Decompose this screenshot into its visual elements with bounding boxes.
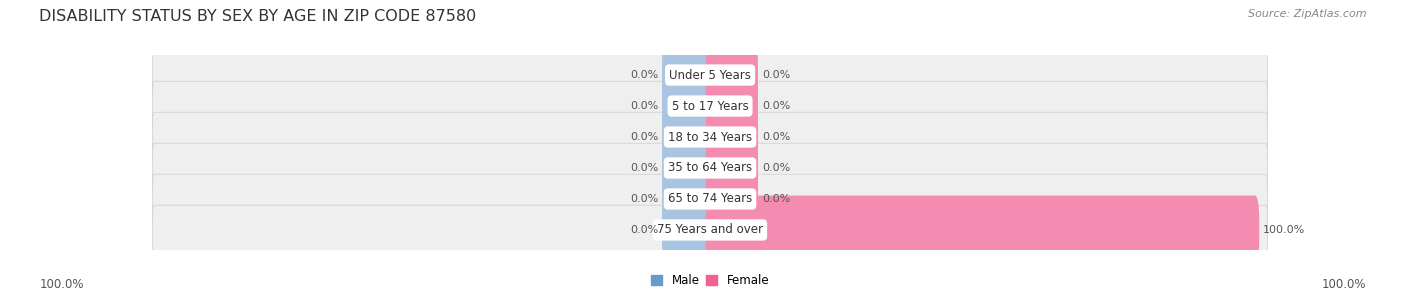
- Text: 0.0%: 0.0%: [630, 225, 658, 235]
- FancyBboxPatch shape: [662, 134, 714, 203]
- FancyBboxPatch shape: [662, 196, 714, 264]
- Text: 0.0%: 0.0%: [762, 132, 790, 142]
- Text: 0.0%: 0.0%: [630, 70, 658, 80]
- FancyBboxPatch shape: [153, 112, 1267, 162]
- FancyBboxPatch shape: [662, 72, 714, 140]
- Text: 0.0%: 0.0%: [762, 101, 790, 111]
- Text: 0.0%: 0.0%: [630, 163, 658, 173]
- Text: 0.0%: 0.0%: [630, 132, 658, 142]
- FancyBboxPatch shape: [706, 196, 1260, 264]
- FancyBboxPatch shape: [706, 134, 758, 203]
- Text: 100.0%: 100.0%: [1322, 278, 1367, 291]
- FancyBboxPatch shape: [706, 72, 758, 140]
- Text: 5 to 17 Years: 5 to 17 Years: [672, 99, 748, 113]
- Text: 75 Years and over: 75 Years and over: [657, 224, 763, 236]
- Text: 0.0%: 0.0%: [762, 70, 790, 80]
- FancyBboxPatch shape: [153, 205, 1267, 255]
- FancyBboxPatch shape: [153, 81, 1267, 131]
- FancyBboxPatch shape: [153, 174, 1267, 224]
- Legend: Male, Female: Male, Female: [651, 274, 769, 287]
- Text: 35 to 64 Years: 35 to 64 Years: [668, 161, 752, 174]
- FancyBboxPatch shape: [706, 41, 758, 109]
- Text: 65 to 74 Years: 65 to 74 Years: [668, 192, 752, 206]
- Text: 100.0%: 100.0%: [1263, 225, 1305, 235]
- Text: 18 to 34 Years: 18 to 34 Years: [668, 131, 752, 144]
- Text: 0.0%: 0.0%: [762, 194, 790, 204]
- FancyBboxPatch shape: [662, 41, 714, 109]
- Text: 0.0%: 0.0%: [630, 194, 658, 204]
- FancyBboxPatch shape: [153, 50, 1267, 100]
- Text: 0.0%: 0.0%: [762, 163, 790, 173]
- Text: 100.0%: 100.0%: [39, 278, 84, 291]
- FancyBboxPatch shape: [662, 102, 714, 171]
- FancyBboxPatch shape: [153, 143, 1267, 193]
- FancyBboxPatch shape: [706, 165, 758, 233]
- Text: Source: ZipAtlas.com: Source: ZipAtlas.com: [1249, 9, 1367, 19]
- Text: 0.0%: 0.0%: [630, 101, 658, 111]
- Text: Under 5 Years: Under 5 Years: [669, 69, 751, 81]
- FancyBboxPatch shape: [662, 165, 714, 233]
- Text: DISABILITY STATUS BY SEX BY AGE IN ZIP CODE 87580: DISABILITY STATUS BY SEX BY AGE IN ZIP C…: [39, 9, 477, 24]
- FancyBboxPatch shape: [706, 102, 758, 171]
